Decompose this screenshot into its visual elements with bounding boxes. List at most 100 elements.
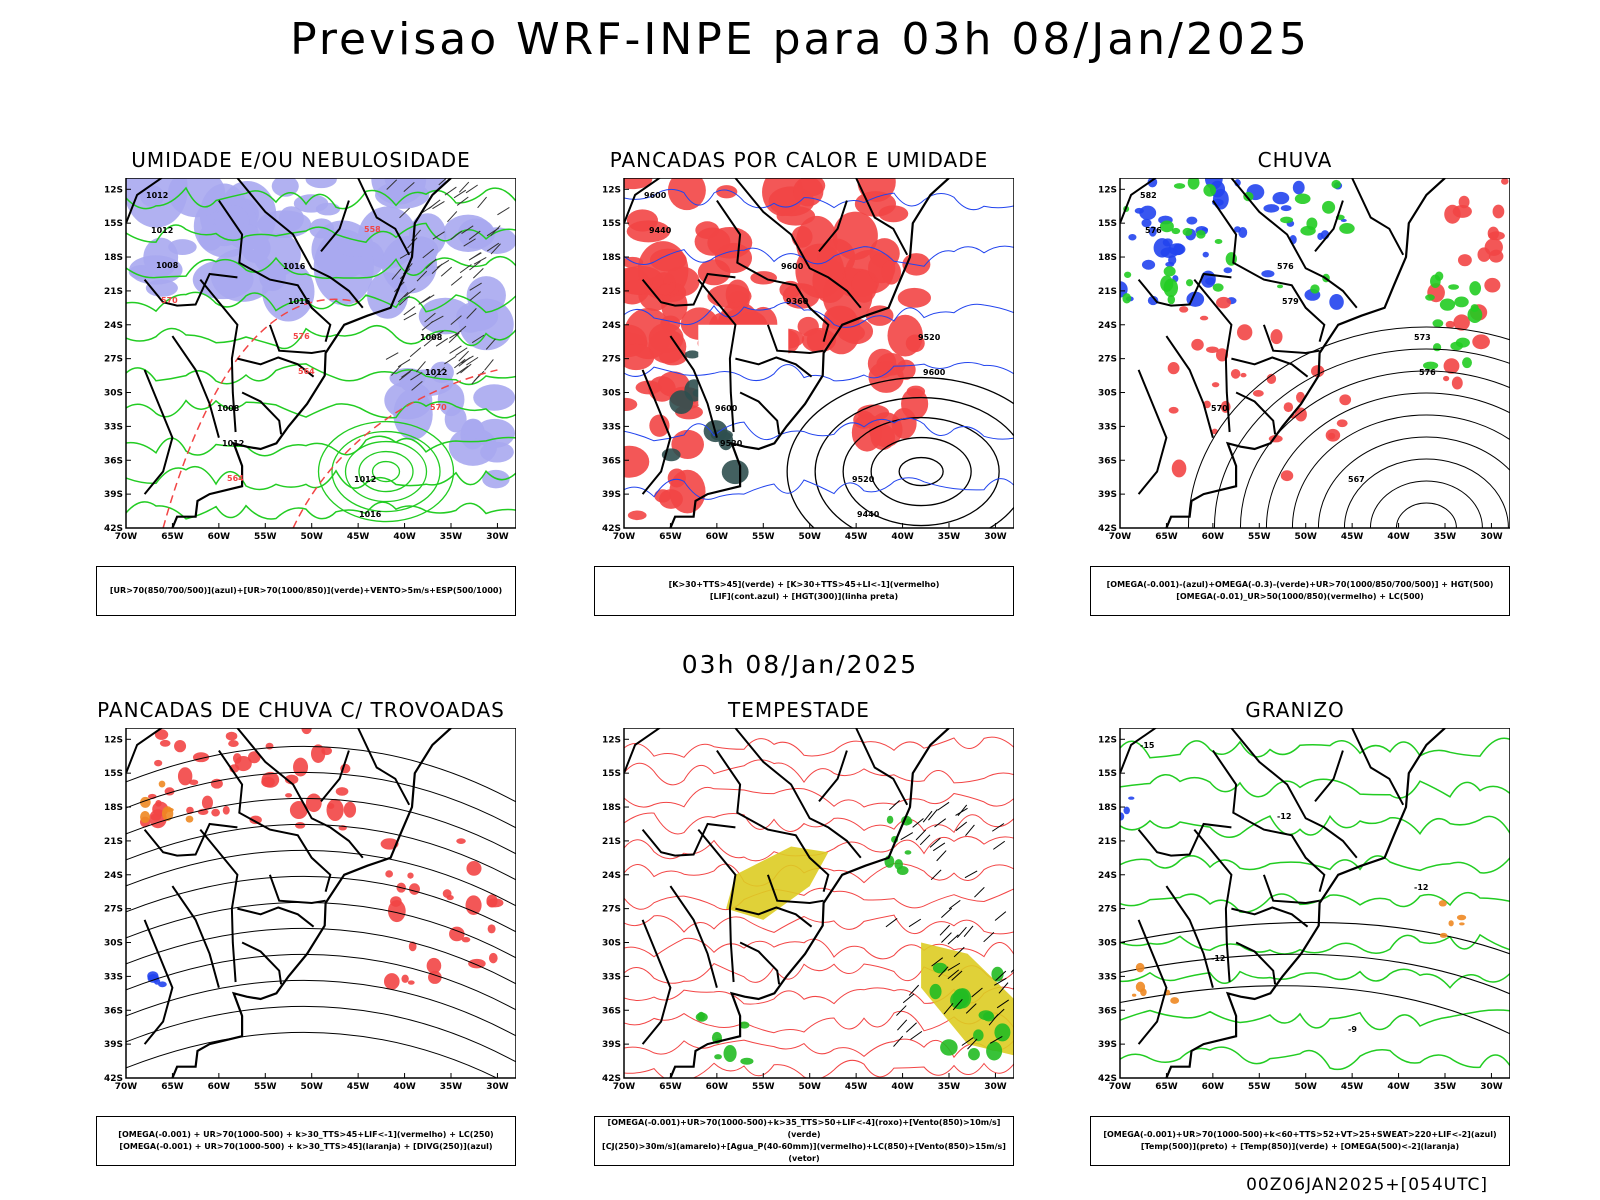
temp-500-contour: [1120, 953, 1510, 995]
legend-tempestade: [OMEGA(-0.001)+UR>70(1000-500)+k>35_TTS>…: [594, 1116, 1014, 1166]
lat-tick-label: 21S: [1098, 287, 1117, 297]
lat-tick-label: 15S: [602, 219, 621, 229]
instability-area: [905, 334, 925, 353]
instability-area: [669, 469, 706, 514]
lat-tick-label: 42S: [104, 524, 123, 534]
omega-area: [1272, 191, 1290, 205]
rain-area: [1445, 320, 1455, 329]
thunderstorm-area: [466, 861, 482, 876]
lon-tick-label: 70W: [613, 532, 636, 542]
legend-line-1: [K>30+TTS>45](verde) + [K>30+TTS>45+LI<-…: [668, 580, 940, 589]
omega-area: [1139, 205, 1157, 221]
lat-tick-label: 30S: [104, 939, 123, 949]
wind-vector: [477, 196, 487, 209]
contour-label: 1016: [283, 262, 306, 271]
contour-label: 1012: [151, 226, 173, 235]
state-border: [236, 178, 364, 309]
lat-tick-label: 42S: [602, 524, 621, 534]
omega-strong-area: [1339, 223, 1355, 234]
water-vapor-contour: [624, 914, 1014, 935]
lon-tick-label: 30W: [984, 1082, 1007, 1092]
contour-label: -12: [1277, 812, 1291, 821]
state-border: [143, 369, 174, 495]
humidity-upper-area: [167, 178, 226, 218]
wind-vector: [473, 257, 487, 265]
omega-area: [1148, 226, 1157, 237]
instability-area: [649, 248, 687, 272]
wind-vector: [397, 359, 411, 368]
lon-tick-label: 50W: [1294, 1082, 1317, 1092]
contour-label: 567: [1348, 475, 1365, 484]
lon-tick-label: 60W: [706, 1082, 729, 1092]
thunderstorm-area: [465, 895, 482, 916]
instability-area: [793, 178, 824, 207]
wind-vector: [893, 1035, 904, 1047]
rain-area: [1199, 315, 1209, 321]
wind-vector: [444, 355, 457, 365]
omega-strong-area: [1467, 306, 1483, 323]
contour-label: 9600: [715, 404, 738, 413]
legend-line-1: [UR>70(850/700/500)](azul)+[UR>70(1000/8…: [109, 586, 503, 595]
rain-area: [1191, 338, 1204, 351]
humidity-low-contour: [126, 399, 516, 419]
thunderstorm-area: [265, 742, 274, 750]
wind-vector: [432, 201, 445, 210]
wind-vector: [1010, 968, 1014, 973]
map-layers: [1120, 178, 1510, 528]
thunderstorm-area: [294, 822, 306, 829]
thunderstorm-area: [449, 926, 465, 942]
hail-area: [1120, 812, 1125, 821]
temp-850-contour: [1120, 1009, 1510, 1031]
omega-area: [1173, 243, 1184, 256]
state-border: [126, 178, 164, 224]
state-border: [1231, 906, 1309, 928]
map-frame: [1119, 178, 1510, 529]
state-border: [697, 828, 737, 983]
temp-850-contour: [1120, 891, 1510, 913]
height-contour: [842, 416, 1000, 527]
lon-tick-label: 65W: [161, 532, 184, 542]
humidity-upper-area: [337, 235, 373, 258]
omega-strong-area: [1122, 293, 1132, 304]
wind-vector: [410, 371, 423, 381]
contour-label: 9520: [852, 475, 875, 484]
rain-area: [1168, 406, 1179, 414]
panel-chuva: CHUVA 582 576 573 570 567 576 579 576 12S 15S 18S 2…: [1060, 148, 1530, 628]
panel-title: PANCADAS POR CALOR E UMIDADE: [609, 148, 989, 172]
instability-area: [624, 343, 655, 371]
wind-vector: [931, 957, 944, 967]
contour-label: 9600: [781, 262, 804, 271]
wind-vector: [961, 1037, 974, 1046]
panel-title: PANCADAS DE CHUVA C/ TROVOADAS: [97, 698, 505, 722]
wind-vector: [435, 337, 449, 347]
wind-vector: [403, 288, 416, 298]
contour-label: 576: [1277, 262, 1294, 271]
thunderstorm-area: [261, 776, 275, 788]
rain-area: [1453, 314, 1470, 331]
thunderstorm-area: [201, 795, 213, 810]
omega-strong-area: [1163, 266, 1176, 277]
omega-strong-area: [1159, 220, 1174, 233]
state-border: [734, 728, 862, 859]
rain-area: [1501, 178, 1509, 185]
state-border: [357, 728, 411, 806]
thunderstorm-area: [174, 739, 187, 753]
instability-area: [707, 284, 752, 309]
panel-title: CHUVA: [1257, 148, 1333, 172]
lon-tick-label: 45W: [1341, 1082, 1364, 1092]
contour-label: -15: [1140, 741, 1155, 750]
wind-vector: [421, 321, 434, 331]
rain-area: [1452, 204, 1472, 218]
convective-area: [721, 459, 749, 485]
contour-label: -9: [1348, 1025, 1357, 1034]
wind-vector: [983, 931, 995, 943]
lon-tick-label: 55W: [1248, 1082, 1271, 1092]
streamline: [126, 979, 516, 1037]
divergence-area: [158, 981, 167, 988]
lat-tick-label: 33S: [602, 422, 621, 432]
instability-area: [716, 185, 738, 199]
wind-850-area: [723, 1044, 737, 1062]
state-border: [268, 874, 326, 905]
rain-area: [1206, 346, 1219, 354]
omega-strong-area: [1171, 227, 1181, 235]
